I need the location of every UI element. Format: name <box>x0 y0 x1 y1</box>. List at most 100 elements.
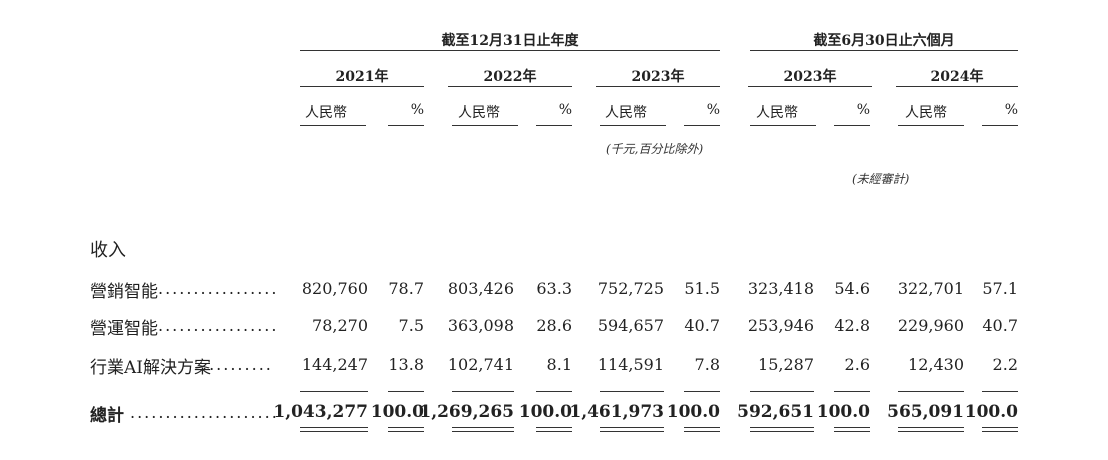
year-header-2023-6m: 2023年 <box>783 69 837 85</box>
total-amount-cell: 1,269,265 <box>419 402 514 422</box>
amount-cell: 323,418 <box>747 279 814 298</box>
amount-cell: 820,760 <box>301 279 368 298</box>
subtotal-rule <box>834 391 870 392</box>
total-double-rule <box>834 427 870 428</box>
year-rule-2022 <box>448 86 572 87</box>
percent-cell: 78.7 <box>388 279 424 298</box>
total-double-rule <box>750 431 814 432</box>
year-header-2022: 2022年 <box>483 69 537 85</box>
amount-cell: 752,725 <box>597 279 664 298</box>
total-double-rule <box>300 431 368 432</box>
subtotal-rule <box>982 391 1018 392</box>
row-label: 行業AI解決方案 <box>90 358 211 378</box>
percent-rule <box>982 125 1018 126</box>
currency-header: 人民幣 <box>905 105 947 121</box>
subtotal-rule <box>600 391 664 392</box>
header-group-fy-rule <box>300 50 720 51</box>
currency-rule <box>750 125 816 126</box>
percent-cell: 28.6 <box>536 316 572 335</box>
total-double-rule <box>536 431 572 432</box>
total-percent-cell: 100.0 <box>666 402 720 422</box>
amount-cell: 78,270 <box>312 316 368 335</box>
currency-rule <box>600 125 666 126</box>
total-percent-cell: 100.0 <box>964 402 1018 422</box>
percent-header: % <box>706 102 720 118</box>
total-double-rule <box>388 431 424 432</box>
subtotal-rule <box>536 391 572 392</box>
amount-cell: 253,946 <box>747 316 814 335</box>
percent-cell: 63.3 <box>536 279 572 298</box>
year-header-2024-6m: 2024年 <box>930 69 984 85</box>
percent-rule <box>388 125 424 126</box>
total-percent-cell: 100.0 <box>816 402 870 422</box>
dot-leader: ................. <box>158 279 279 298</box>
percent-header: % <box>1004 102 1018 118</box>
total-double-rule <box>536 427 572 428</box>
amount-cell: 102,741 <box>447 355 514 374</box>
total-double-rule <box>600 427 664 428</box>
percent-cell: 8.1 <box>546 355 572 374</box>
percent-rule <box>536 125 572 126</box>
subtotal-rule <box>684 391 720 392</box>
percent-cell: 57.1 <box>982 279 1018 298</box>
percent-cell: 13.8 <box>388 355 424 374</box>
dot-leader: ..................... <box>130 403 279 422</box>
row-label: 營銷智能 <box>90 282 158 302</box>
total-double-rule <box>684 431 720 432</box>
total-double-rule <box>600 431 664 432</box>
subtotal-rule <box>300 391 368 392</box>
subtotal-rule <box>750 391 814 392</box>
currency-rule <box>452 125 518 126</box>
year-header-2021: 2021年 <box>335 69 389 85</box>
total-amount-cell: 592,651 <box>737 402 814 422</box>
total-percent-cell: 100.0 <box>518 402 572 422</box>
total-amount-cell: 565,091 <box>887 402 964 422</box>
subtotal-rule <box>898 391 964 392</box>
percent-cell: 40.7 <box>684 316 720 335</box>
year-rule-2023 <box>596 86 720 87</box>
total-percent-cell: 100.0 <box>370 402 424 422</box>
total-amount-cell: 1,043,277 <box>273 402 368 422</box>
total-double-rule <box>982 431 1018 432</box>
currency-rule <box>898 125 964 126</box>
percent-cell: 7.5 <box>398 316 424 335</box>
note-thousands: (千元,百分比除外) <box>606 142 704 156</box>
total-label: 總計 <box>90 406 124 426</box>
year-header-2023: 2023年 <box>631 69 685 85</box>
subtotal-rule <box>452 391 514 392</box>
total-double-rule <box>898 427 964 428</box>
total-double-rule <box>750 427 814 428</box>
total-double-rule <box>898 431 964 432</box>
header-group-6m-rule <box>750 50 1018 51</box>
header-group-six-months: 截至6月30日止六個月 <box>813 33 955 49</box>
percent-cell: 2.6 <box>844 355 870 374</box>
amount-cell: 144,247 <box>301 355 368 374</box>
percent-cell: 51.5 <box>684 279 720 298</box>
total-amount-cell: 1,461,973 <box>569 402 664 422</box>
total-double-rule <box>300 427 368 428</box>
currency-header: 人民幣 <box>305 105 347 121</box>
currency-header: 人民幣 <box>756 105 798 121</box>
total-double-rule <box>834 431 870 432</box>
percent-cell: 54.6 <box>834 279 870 298</box>
percent-cell: 40.7 <box>982 316 1018 335</box>
total-double-rule <box>452 427 514 428</box>
row-label: 營運智能 <box>90 319 158 339</box>
note-unaudited: (未經審計) <box>852 172 910 186</box>
percent-cell: 42.8 <box>834 316 870 335</box>
currency-header: 人民幣 <box>458 105 500 121</box>
percent-header: % <box>410 102 424 118</box>
amount-cell: 594,657 <box>597 316 664 335</box>
amount-cell: 803,426 <box>447 279 514 298</box>
subtotal-rule <box>388 391 424 392</box>
total-double-rule <box>684 427 720 428</box>
percent-rule <box>684 125 720 126</box>
percent-rule <box>834 125 870 126</box>
dot-leader: ................. <box>158 316 279 335</box>
currency-rule <box>300 125 366 126</box>
amount-cell: 322,701 <box>897 279 964 298</box>
total-double-rule <box>982 427 1018 428</box>
total-double-rule <box>388 427 424 428</box>
amount-cell: 363,098 <box>447 316 514 335</box>
year-rule-2021 <box>300 86 424 87</box>
